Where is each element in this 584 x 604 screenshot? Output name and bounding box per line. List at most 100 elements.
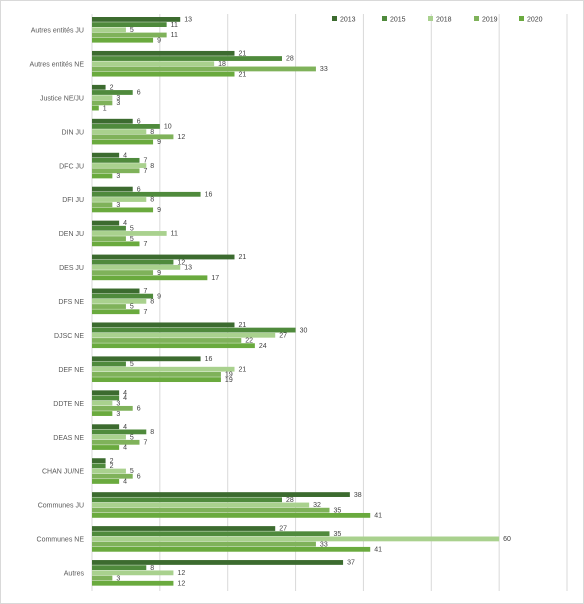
value-label-2013-6: 4 [123, 220, 127, 227]
bar-2015-14 [92, 497, 282, 503]
bar-2018-4 [92, 163, 147, 168]
value-label-2015-12: 8 [150, 429, 154, 436]
value-label-2019-8: 5 [130, 304, 134, 311]
value-label-2015-13: 2 [110, 463, 114, 470]
bar-2013-5 [92, 186, 133, 192]
value-label-2018-5: 8 [150, 197, 154, 204]
value-label-2018-2: 3 [116, 95, 120, 102]
value-label-2018-6: 11 [171, 231, 178, 238]
value-label-2018-16: 12 [177, 570, 185, 577]
legend-label-2013: 2013 [340, 17, 356, 24]
value-label-2020-2: 1 [103, 105, 107, 112]
value-label-2018-0: 5 [130, 27, 134, 34]
value-label-2020-13: 4 [123, 479, 127, 486]
value-label-2020-1: 21 [239, 71, 247, 78]
value-label-2015-7: 12 [177, 259, 185, 266]
bar-2018-0 [92, 27, 126, 33]
category-label-16: Autres [64, 571, 85, 578]
value-label-2013-11: 4 [123, 390, 127, 397]
bar-2018-6 [92, 231, 167, 236]
value-label-2019-4: 7 [144, 168, 148, 175]
bar-2013-1 [92, 50, 235, 56]
value-label-2015-8: 9 [157, 293, 161, 300]
category-label-6: DEN JU [59, 231, 84, 238]
bar-2015-1 [92, 56, 282, 61]
value-label-2020-15: 41 [374, 547, 382, 554]
value-label-2013-2: 2 [110, 84, 114, 91]
category-label-1: Autres entités NE [30, 61, 85, 68]
value-label-2015-5: 16 [205, 192, 213, 199]
value-label-2015-4: 7 [144, 158, 148, 165]
value-label-2015-0: 11 [171, 22, 178, 29]
bar-2020-6 [92, 241, 140, 247]
value-label-2019-2: 3 [116, 100, 120, 107]
value-label-2013-14: 38 [354, 492, 362, 499]
value-label-2015-14: 28 [286, 497, 294, 504]
value-label-2018-10: 21 [239, 366, 247, 373]
bar-2020-3 [92, 139, 154, 145]
category-label-10: DEF NE [58, 367, 84, 374]
bar-2018-12 [92, 434, 126, 440]
bar-2013-4 [92, 152, 120, 158]
category-label-9: DJSC NE [54, 333, 84, 340]
value-label-2013-7: 21 [239, 254, 247, 261]
legend-label-2019: 2019 [482, 17, 498, 24]
bar-2015-0 [92, 22, 167, 27]
value-label-2015-6: 5 [130, 225, 134, 232]
bar-2015-4 [92, 157, 140, 163]
bar-2015-15 [92, 531, 330, 537]
bar-2020-13 [92, 479, 120, 484]
value-label-2020-14: 41 [374, 513, 382, 520]
category-label-5: DFI JU [62, 197, 84, 204]
bar-2020-8 [92, 309, 140, 315]
bar-2018-10 [92, 366, 235, 372]
bar-2020-10 [92, 377, 221, 383]
bar-2019-7 [92, 270, 154, 275]
value-label-2019-14: 35 [334, 507, 342, 514]
bar-2018-5 [92, 197, 147, 202]
value-label-2015-2: 6 [137, 90, 141, 97]
value-label-2019-0: 11 [171, 32, 178, 39]
bar-2018-2 [92, 95, 113, 101]
value-label-2013-10: 16 [205, 356, 213, 363]
value-label-2020-9: 24 [259, 343, 267, 350]
bar-2013-7 [92, 254, 235, 260]
value-label-2019-15: 33 [320, 541, 328, 548]
value-label-2015-15: 35 [334, 531, 342, 538]
bar-2020-16 [92, 580, 174, 586]
bar-2018-9 [92, 332, 276, 338]
legend-label-2020: 2020 [527, 17, 543, 24]
bar-2019-4 [92, 168, 140, 174]
value-label-2020-7: 17 [211, 275, 219, 282]
category-label-4: DFC JU [59, 163, 84, 170]
value-label-2013-12: 4 [123, 424, 127, 431]
bar-2020-11 [92, 411, 113, 416]
value-label-2019-13: 6 [137, 473, 141, 480]
bar-2015-12 [92, 429, 147, 435]
bar-2018-7 [92, 264, 181, 270]
value-label-2020-12: 4 [123, 445, 127, 452]
bar-2015-9 [92, 327, 296, 333]
bar-2019-16 [92, 575, 113, 581]
bar-2013-0 [92, 17, 181, 22]
value-label-2015-11: 4 [123, 395, 127, 402]
value-label-2019-6: 5 [130, 236, 134, 243]
value-label-2019-1: 33 [320, 66, 328, 73]
bar-2020-1 [92, 71, 235, 77]
bar-2013-3 [92, 118, 133, 124]
value-label-2019-5: 3 [116, 202, 120, 209]
category-label-7: DES JU [59, 265, 84, 272]
value-label-2020-0: 9 [157, 37, 161, 44]
bar-2019-10 [92, 372, 221, 377]
category-label-8: DFS NE [58, 299, 84, 306]
value-label-2015-3: 10 [164, 124, 172, 131]
value-label-2015-1: 28 [286, 56, 294, 63]
bar-2020-12 [92, 445, 120, 450]
bar-2018-3 [92, 129, 147, 135]
bar-2018-13 [92, 468, 126, 474]
legend-swatch-2020 [519, 16, 524, 21]
value-label-2018-12: 5 [130, 434, 134, 441]
bar-2019-3 [92, 134, 174, 140]
